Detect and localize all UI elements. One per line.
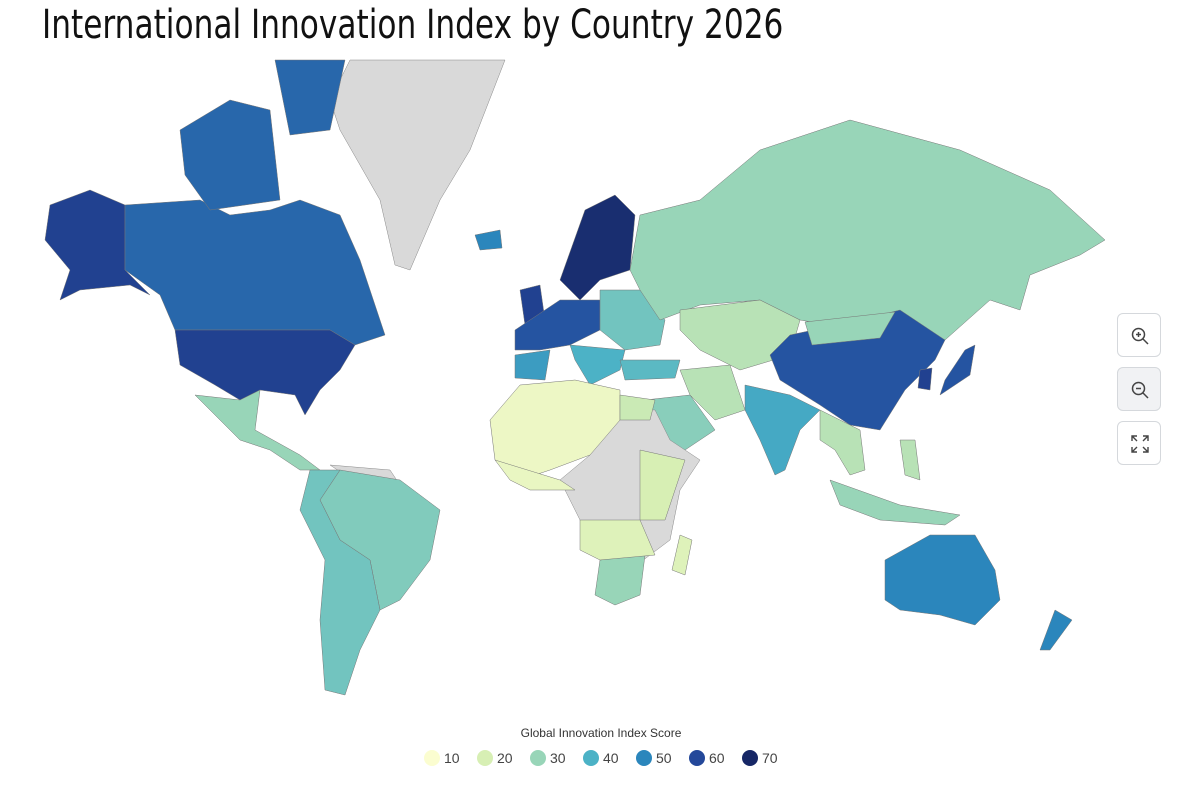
country	[179, 99, 281, 211]
legend-title: Global Innovation Index Score	[521, 726, 682, 740]
legend-label: 60	[709, 750, 725, 766]
country	[1039, 609, 1073, 651]
country	[494, 459, 576, 491]
legend-label: 40	[603, 750, 619, 766]
country	[744, 384, 821, 476]
country	[559, 194, 636, 301]
country	[804, 311, 896, 346]
legend-swatch	[636, 750, 652, 766]
no-data-region	[329, 59, 506, 271]
country	[679, 364, 746, 421]
country	[679, 299, 801, 371]
legend-swatch	[742, 750, 758, 766]
country	[299, 469, 381, 696]
zoom-out-icon	[1131, 381, 1149, 399]
legend-swatch	[583, 750, 599, 766]
country	[44, 189, 151, 301]
legend: 10 20 30 40 50 60 70	[424, 750, 778, 766]
country	[619, 394, 656, 421]
legend-label: 30	[550, 750, 566, 766]
country	[939, 344, 976, 396]
legend-swatch	[530, 750, 546, 766]
fullscreen-button[interactable]	[1117, 421, 1161, 465]
country	[474, 229, 503, 251]
fullscreen-icon	[1131, 435, 1149, 453]
legend-label: 70	[762, 750, 778, 766]
country	[174, 329, 356, 416]
legend-swatch	[689, 750, 705, 766]
country	[274, 59, 346, 136]
country	[594, 554, 646, 606]
zoom-in-icon	[1131, 327, 1149, 345]
legend-swatch	[477, 750, 493, 766]
country	[579, 519, 656, 561]
legend-swatch	[424, 750, 440, 766]
country	[819, 409, 866, 476]
country	[917, 367, 933, 391]
legend-label: 20	[497, 750, 513, 766]
regions	[44, 59, 1106, 696]
map-title: International Innovation Index by Countr…	[42, 2, 784, 48]
zoom-in-button[interactable]	[1117, 313, 1161, 357]
country	[619, 359, 681, 381]
country	[899, 439, 921, 481]
zoom-out-button[interactable]	[1117, 367, 1161, 411]
country	[569, 344, 626, 386]
country	[884, 534, 1001, 626]
country	[514, 299, 601, 351]
country	[124, 199, 386, 346]
country	[829, 479, 961, 526]
country	[671, 534, 693, 576]
legend-label: 10	[444, 750, 460, 766]
country	[629, 119, 1106, 341]
country	[514, 349, 551, 381]
country	[639, 449, 686, 521]
legend-label: 50	[656, 750, 672, 766]
